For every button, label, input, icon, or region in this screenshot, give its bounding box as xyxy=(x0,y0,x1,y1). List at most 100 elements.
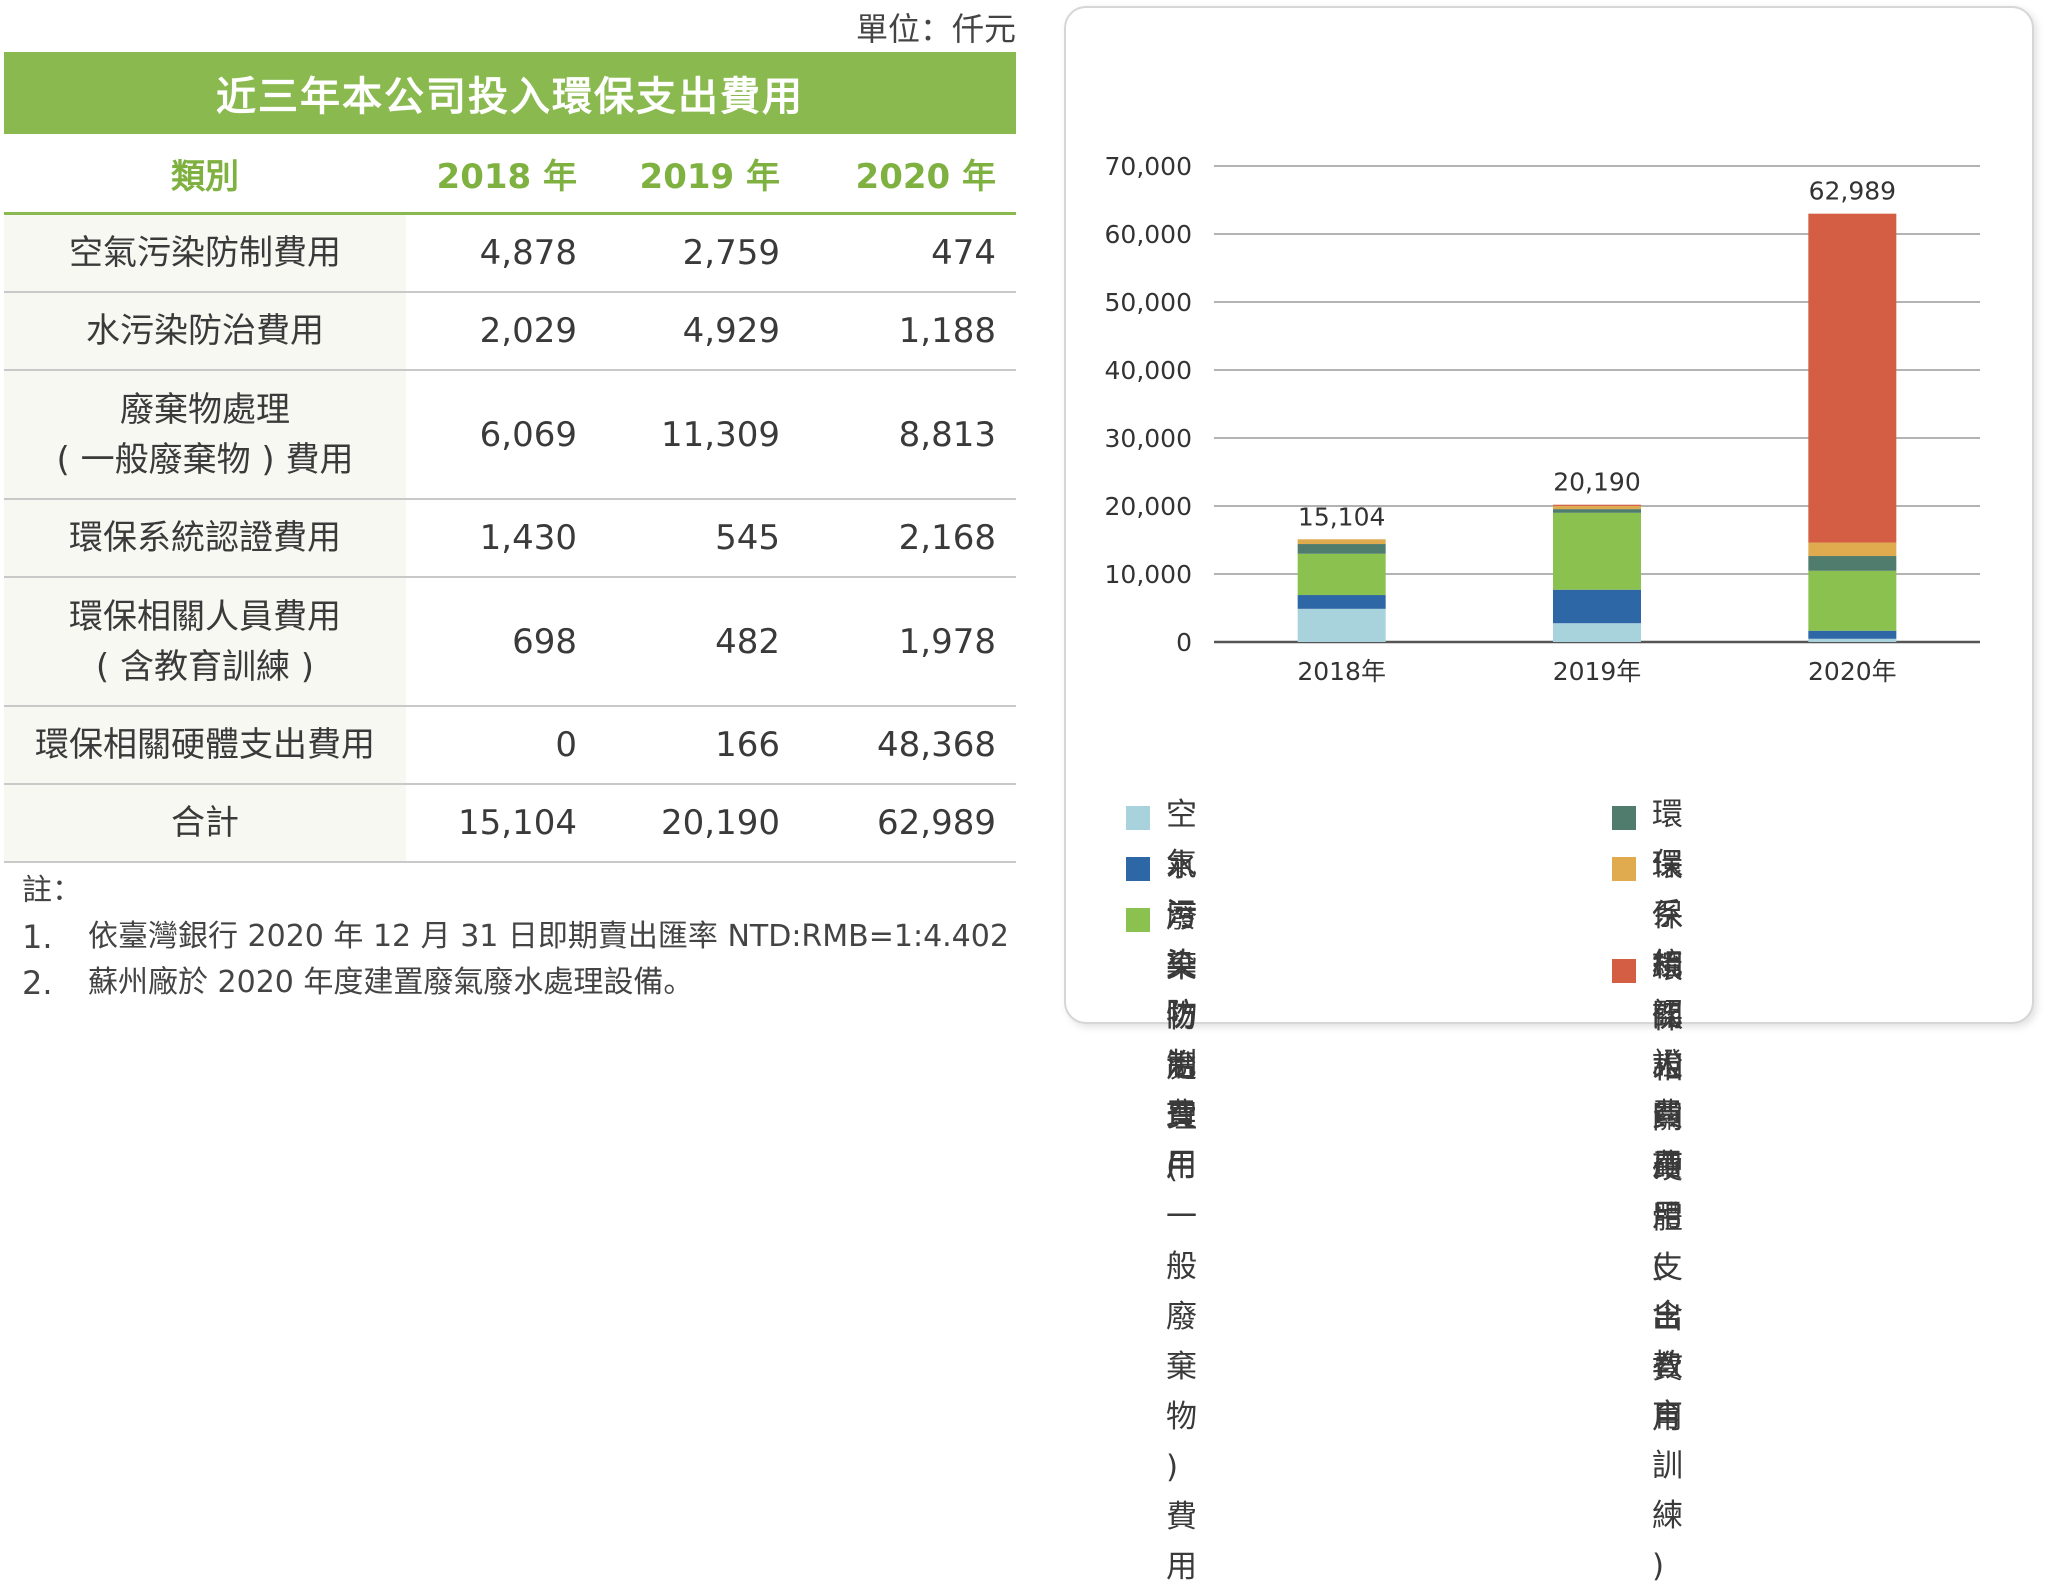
row-category-label: 環保相關硬體支出費用 xyxy=(35,720,375,770)
note-number: 1. xyxy=(22,918,53,956)
category-line: 環保相關人員費用 xyxy=(69,596,341,637)
x-tick-label: 2018年 xyxy=(1297,657,1386,686)
value-2020: 48,368 xyxy=(877,725,996,765)
y-tick-label: 20,000 xyxy=(1105,492,1192,521)
total-data-label: 20,190 xyxy=(1553,468,1640,497)
x-tick-label: 2020年 xyxy=(1808,657,1897,686)
y-tick-label: 60,000 xyxy=(1105,220,1192,249)
row-category-label: 空氣污染防制費用 xyxy=(69,228,341,278)
value-2020: 1,978 xyxy=(898,621,996,662)
value-2018: 1,430 xyxy=(479,518,577,558)
bar-segment xyxy=(1808,638,1897,642)
stacked-bar-chart: 0 10,000 20,000 30,000 40,000 50,000 60,000 70,… xyxy=(1105,152,1980,686)
table-row: 合計 15,104 20,190 62,989 xyxy=(4,785,1016,863)
category-line: 環保系統認證費用 xyxy=(69,518,341,558)
total-data-label: 62,989 xyxy=(1809,177,1896,206)
table-row: 環保系統認證費用 1,430 545 2,168 xyxy=(4,500,1016,578)
category-line: 環保相關硬體支出費用 xyxy=(35,725,375,765)
note-item: 2. 蘇州廠於 2020 年度建置廢氣廢水處理設備。 xyxy=(22,960,1009,1006)
row-category-label: 水污染防治費用 xyxy=(86,306,324,356)
table-row: 水污染防治費用 2,029 4,929 1,188 xyxy=(4,293,1016,371)
row-category-label: 環保系統認證費用 xyxy=(69,513,341,563)
legend-item: 環保相關硬體支出費用 xyxy=(1612,950,1683,1443)
table-header-row: 類別 2018 年 2019 年 2020 年 xyxy=(4,134,1016,215)
legend-swatch xyxy=(1126,908,1150,932)
row-category: 環保相關人員費用 ( 含教育訓練 ) xyxy=(4,578,406,705)
y-tick-label: 30,000 xyxy=(1105,424,1192,453)
notes: 註： 1. 依臺灣銀行 2020 年 12 月 31 日即期賣出匯率 NTD:R… xyxy=(22,868,1009,1006)
unit-label: 單位：仟元 xyxy=(855,10,1016,48)
row-category: 合計 xyxy=(4,785,406,861)
row-category-label: 合計 xyxy=(171,798,239,848)
legend-swatch xyxy=(1612,806,1636,830)
legend-swatch xyxy=(1126,806,1150,830)
bar-segment xyxy=(1297,595,1386,609)
total-data-label: 15,104 xyxy=(1298,502,1385,531)
y-tick-label: 50,000 xyxy=(1105,288,1192,317)
value-2020: 474 xyxy=(931,233,996,273)
y-tick-label: 10,000 xyxy=(1105,560,1192,589)
bar-segment xyxy=(1808,630,1897,639)
bar-segment xyxy=(1553,505,1641,510)
value-2019: 482 xyxy=(715,621,780,662)
header-2019: 2019 年 xyxy=(639,156,780,197)
bar-segment xyxy=(1808,542,1897,557)
header-2018: 2018 年 xyxy=(436,156,577,197)
bar-segment xyxy=(1297,544,1386,554)
value-2019: 2,759 xyxy=(682,233,780,273)
bar-segment xyxy=(1553,509,1641,513)
value-2019: 166 xyxy=(715,725,780,765)
legend-label-line: 費用 xyxy=(1166,1499,1197,1585)
bar-segment xyxy=(1297,553,1386,596)
value-2020: 2,168 xyxy=(898,518,996,558)
note-text: 蘇州廠於 2020 年度建置廢氣廢水處理設備。 xyxy=(88,965,694,1000)
value-2019: 20,190 xyxy=(661,803,780,843)
legend-label: 廢棄物處理 ( 一般廢棄物 ) 費用 xyxy=(1166,892,1197,1592)
row-category-label: 環保相關人員費用 ( 含教育訓練 ) xyxy=(69,592,341,692)
category-line: ( 含教育訓練 ) xyxy=(95,646,315,687)
category-line: 廢棄物處理 xyxy=(119,389,290,430)
bar-segment xyxy=(1808,213,1897,543)
legend-swatch xyxy=(1612,857,1636,881)
table-row: 環保相關人員費用 ( 含教育訓練 ) 698 482 1,978 xyxy=(4,578,1016,707)
x-tick-label: 2019年 xyxy=(1553,657,1642,686)
value-2018: 15,104 xyxy=(458,803,577,843)
value-2020: 1,188 xyxy=(898,311,996,351)
category-line: 合計 xyxy=(171,803,239,843)
legend-item: 廢棄物處理 ( 一般廢棄物 ) 費用 xyxy=(1126,899,1197,1592)
value-2019: 11,309 xyxy=(661,414,780,455)
category-line: 空氣污染防制費用 xyxy=(69,233,341,273)
table-body: 空氣污染防制費用 4,878 2,759 474 水污染防治費用 2,029 4,929 1,… xyxy=(4,215,1016,863)
bar-segment xyxy=(1808,556,1897,571)
header-category: 類別 xyxy=(171,156,239,197)
value-2018: 698 xyxy=(512,621,577,662)
row-category: 廢棄物處理 ( 一般廢棄物 ) 費用 xyxy=(4,371,406,498)
legend-swatch xyxy=(1126,857,1150,881)
y-tick-label: 40,000 xyxy=(1105,356,1192,385)
table-row: 廢棄物處理 ( 一般廢棄物 ) 費用 6,069 11,309 8,813 xyxy=(4,371,1016,500)
note-text: 依臺灣銀行 2020 年 12 月 31 日即期賣出匯率 NTD:RMB=1:4… xyxy=(88,919,1009,954)
legend-label: 環保相關硬體支出費用 xyxy=(1652,950,1683,1436)
header-2020: 2020 年 xyxy=(855,156,996,197)
bar-segment xyxy=(1553,504,1641,506)
row-category: 空氣污染防制費用 xyxy=(4,215,406,291)
value-2019: 4,929 xyxy=(682,311,780,351)
value-2018: 6,069 xyxy=(479,414,577,455)
note-item: 1. 依臺灣銀行 2020 年 12 月 31 日即期賣出匯率 NTD:RMB=… xyxy=(22,914,1009,960)
y-tick-label: 0 xyxy=(1176,628,1192,657)
table-row: 環保相關硬體支出費用 0 166 48,368 xyxy=(4,707,1016,785)
bar-segment xyxy=(1553,589,1641,624)
value-2020: 8,813 xyxy=(898,414,996,455)
row-category: 水污染防治費用 xyxy=(4,293,406,369)
chart-panel: 0 10,000 20,000 30,000 40,000 50,000 60,000 70,… xyxy=(1064,6,2034,1585)
legend-label-line: 廢棄物處理 ( 一般廢棄物 ) xyxy=(1166,899,1197,1485)
row-category: 環保系統認證費用 xyxy=(4,500,406,576)
bar-segment xyxy=(1553,512,1641,590)
expense-table: 近三年本公司投入環保支出費用 類別 2018 年 2019 年 2020 年 空… xyxy=(4,52,1016,863)
note-number: 2. xyxy=(22,964,53,1002)
legend-swatch xyxy=(1612,959,1636,983)
category-line: ( 一般廢棄物 ) 費用 xyxy=(56,439,354,480)
bar-segment xyxy=(1808,570,1897,631)
bar-segment xyxy=(1553,623,1641,642)
value-2018: 0 xyxy=(555,725,577,765)
